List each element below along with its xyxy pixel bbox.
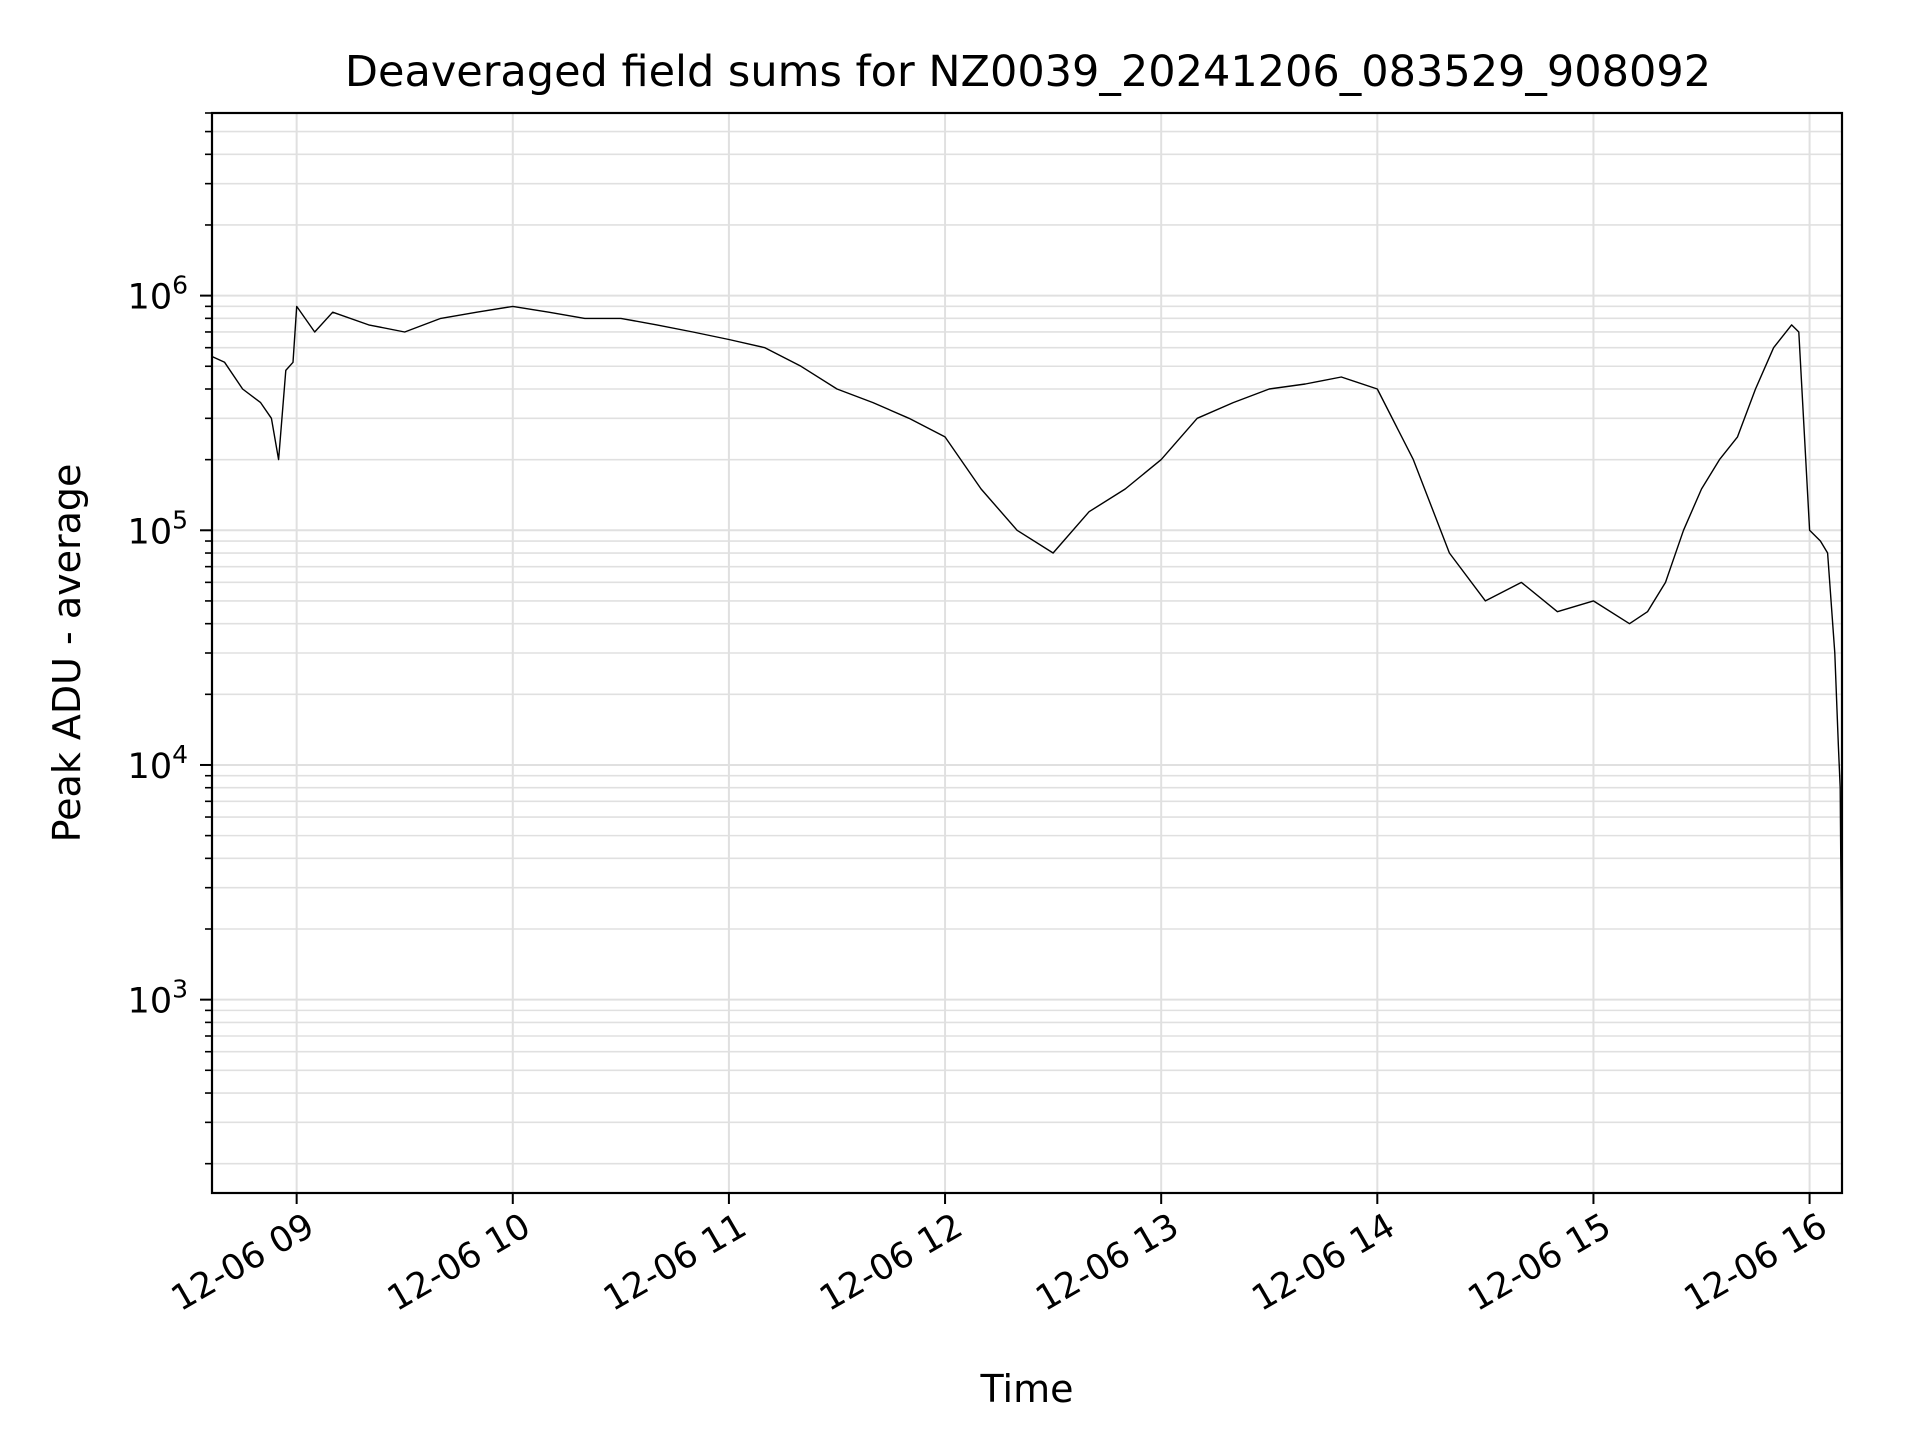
series-line bbox=[211, 305, 1843, 1011]
chart-title: Deaveraged field sums for NZ0039_2024120… bbox=[345, 47, 1711, 97]
y-tick-label: 103 bbox=[128, 975, 188, 1022]
y-tick-label: 106 bbox=[128, 271, 188, 318]
y-tick-label: 104 bbox=[128, 740, 188, 787]
plot-frame bbox=[210, 111, 1844, 1195]
x-axis-label: Time bbox=[980, 1367, 1074, 1411]
grid bbox=[212, 112, 1842, 1193]
y-minor-ticks bbox=[205, 112, 212, 1165]
y-ticks: 103 104 105 106 bbox=[128, 271, 212, 1022]
y-axis-label: Peak ADU - average bbox=[45, 464, 89, 843]
y-tick-label: 105 bbox=[128, 505, 188, 552]
series-layer bbox=[211, 305, 1843, 1011]
